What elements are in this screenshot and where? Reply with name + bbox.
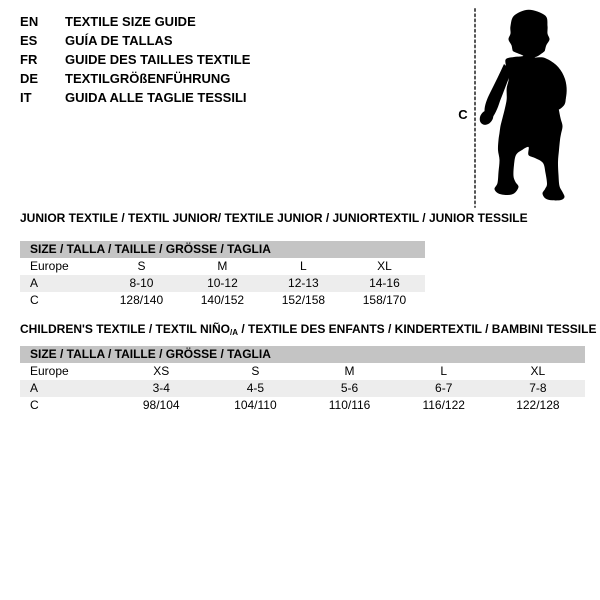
svg-text:C: C bbox=[458, 107, 468, 122]
